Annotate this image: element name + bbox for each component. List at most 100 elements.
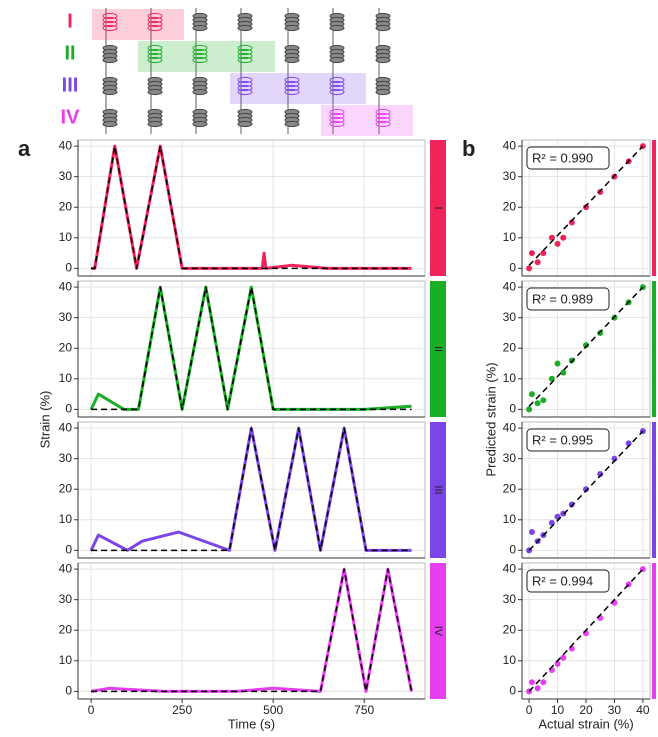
spring-coil xyxy=(147,44,163,52)
y-tick-label: 20 xyxy=(503,481,517,495)
point xyxy=(583,486,589,493)
y-tick-label: 30 xyxy=(503,451,517,465)
point xyxy=(583,204,589,211)
spring-coil xyxy=(375,88,391,96)
spring-coil xyxy=(237,88,253,96)
spring-coil xyxy=(237,84,253,92)
point xyxy=(534,685,541,692)
y-tick-label: 30 xyxy=(503,310,517,324)
y-tick-label: 30 xyxy=(59,169,73,183)
schematic-label: III xyxy=(62,74,79,96)
x-tick-label: 30 xyxy=(608,703,622,717)
y-tick-label: 40 xyxy=(59,561,73,575)
line xyxy=(528,430,644,551)
annotation: R² = 0.995 xyxy=(532,432,593,447)
y-tick-label: 0 xyxy=(509,261,516,275)
point xyxy=(528,529,535,536)
point xyxy=(534,400,541,407)
spring-coil xyxy=(375,24,391,32)
schematic-label: II xyxy=(64,42,75,64)
spring-coil xyxy=(329,80,345,88)
spring-coil xyxy=(375,116,391,124)
point xyxy=(625,440,632,447)
spring-coil xyxy=(284,84,300,92)
spring-coil xyxy=(192,24,208,32)
spring-coil xyxy=(375,108,391,116)
strip-label: II xyxy=(432,346,444,352)
y-tick-label: 20 xyxy=(503,340,517,354)
strip xyxy=(652,422,656,558)
x-tick-label: 0 xyxy=(526,703,533,717)
y-tick-label: 0 xyxy=(509,402,516,416)
spring-coil xyxy=(102,16,118,24)
y-axis-label: Predicted strain (%) xyxy=(483,362,498,476)
plot-area xyxy=(77,280,426,418)
point xyxy=(528,391,535,398)
spring-coil xyxy=(284,80,300,88)
actuation-box xyxy=(92,9,184,40)
y-tick-label: 0 xyxy=(65,543,72,557)
annotation: R² = 0.990 xyxy=(532,150,593,165)
strip-label: I xyxy=(432,206,444,209)
y-tick-label: 30 xyxy=(59,592,73,606)
spring-coil xyxy=(102,120,118,128)
spring-coil xyxy=(147,12,163,20)
point xyxy=(554,240,561,247)
spring-coil xyxy=(329,120,345,128)
spring-coil xyxy=(237,80,253,88)
y-tick-label: 20 xyxy=(503,199,517,213)
y-tick-label: 10 xyxy=(59,371,73,385)
point xyxy=(534,259,541,266)
point xyxy=(554,360,561,367)
spring-coil xyxy=(102,20,118,28)
y-tick-label: 0 xyxy=(65,402,72,416)
x-tick-label: 500 xyxy=(263,703,283,717)
spring-coil xyxy=(147,48,163,56)
spring-coil xyxy=(237,48,253,56)
y-tick-label: 0 xyxy=(65,261,72,275)
spring-coil xyxy=(329,56,345,64)
line xyxy=(91,145,412,270)
x-tick-label: 0 xyxy=(88,703,95,717)
spring-coil xyxy=(147,52,163,60)
point xyxy=(540,250,547,257)
y-tick-label: 20 xyxy=(59,340,73,354)
strip xyxy=(430,281,446,417)
x-axis-label: Time (s) xyxy=(228,716,275,731)
y-tick-label: 0 xyxy=(509,684,516,698)
plot-area xyxy=(77,139,426,277)
spring-coil xyxy=(237,76,253,84)
spring-coil xyxy=(237,24,253,32)
point xyxy=(528,250,535,257)
spring-coil xyxy=(237,56,253,64)
spring-coil xyxy=(147,20,163,28)
y-tick-label: 10 xyxy=(503,230,517,244)
strip-label: III xyxy=(432,485,444,494)
point xyxy=(560,234,567,241)
annotation-box xyxy=(526,287,610,311)
schematic-label: I xyxy=(67,10,73,32)
line xyxy=(91,286,412,411)
y-tick-label: 10 xyxy=(59,230,73,244)
strip xyxy=(430,563,446,699)
point xyxy=(528,679,535,686)
point xyxy=(583,342,589,349)
y-tick-label: 30 xyxy=(503,169,517,183)
spring-coil xyxy=(192,120,208,128)
y-tick-label: 0 xyxy=(509,543,516,557)
point xyxy=(560,654,567,661)
spring-coil xyxy=(192,88,208,96)
spring-coil xyxy=(329,112,345,120)
point xyxy=(554,660,561,667)
spring-coil xyxy=(284,56,300,64)
spring-coil xyxy=(192,56,208,64)
y-tick-label: 30 xyxy=(59,310,73,324)
spring-coil xyxy=(284,76,300,84)
line xyxy=(528,145,644,266)
panel-label: b xyxy=(462,136,475,161)
annotation-box xyxy=(526,428,610,452)
point xyxy=(526,265,533,272)
spring-coil xyxy=(284,88,300,96)
spring-coil xyxy=(284,120,300,128)
